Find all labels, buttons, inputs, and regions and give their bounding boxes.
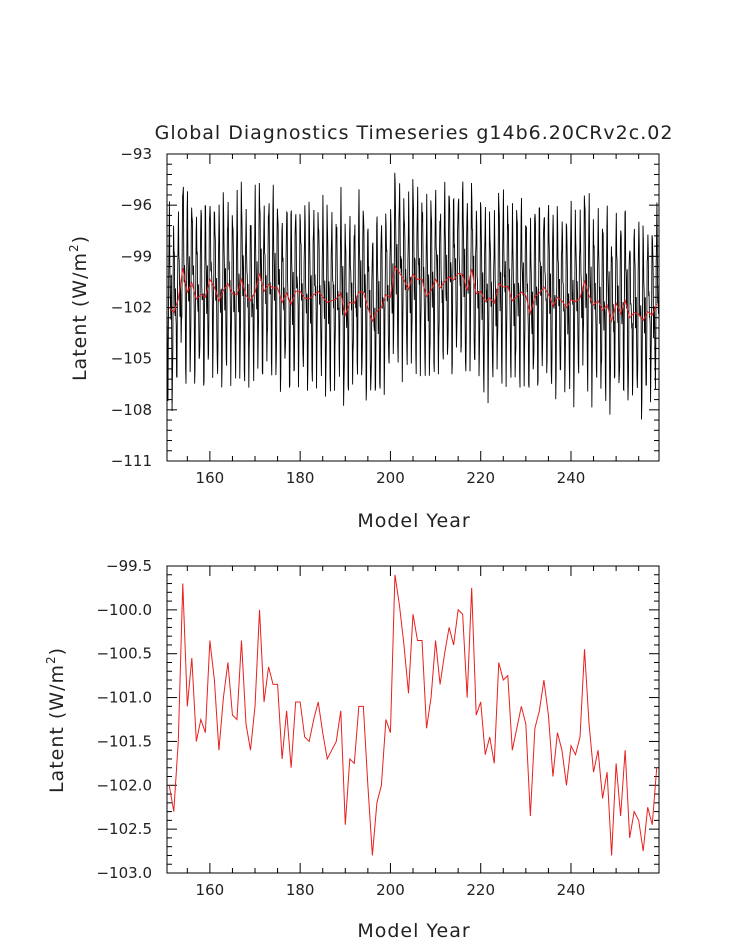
top-plot-area: 160 180 200 220 240 −111 −108 −105 −102 −99 −96 −93 [111, 145, 659, 487]
bottom-x-tick-label: 240 [557, 881, 586, 899]
top-y-axis-label: Latent (W/m2) [67, 235, 91, 381]
bottom-y-tick-label: −100.0 [96, 601, 152, 619]
top-panel: Global Diagnostics Timeseries g14b6.20CR… [67, 122, 674, 532]
bottom-y-tick-label: −103.0 [96, 864, 152, 882]
top-y-tick-label: −102 [111, 299, 152, 317]
top-y-tick-label: −99 [120, 247, 152, 265]
bottom-y-tick-label: −100.5 [96, 645, 152, 663]
bottom-y-label-main: Latent (W/m [46, 664, 68, 793]
bottom-x-tick-label: 220 [466, 881, 495, 899]
bottom-x-tick-label: 180 [286, 881, 315, 899]
bottom-y-tick-label: −102.0 [96, 776, 152, 794]
top-plot-frame [166, 153, 660, 462]
bottom-plot-frame [166, 565, 660, 874]
top-x-tick-label: 180 [286, 469, 315, 487]
top-series-monthly [167, 172, 659, 420]
bottom-y-label-tail: ) [46, 647, 68, 655]
bottom-x-tick-label: 200 [376, 881, 405, 899]
bottom-series-annual-mean [168, 574, 658, 856]
bottom-plot-area: 160 180 200 220 240 −103.0 −102.5 −102.0 −101.5 −… [96, 557, 659, 899]
top-series-annual-mean [168, 265, 658, 324]
top-y-tick-label: −111 [111, 452, 152, 470]
bottom-y-tick-label: −101.5 [96, 732, 152, 750]
top-y-label-tail: ) [69, 235, 91, 243]
bottom-y-tick-label: −102.5 [96, 820, 152, 838]
top-y-tick-label: −93 [120, 145, 152, 163]
bottom-y-tick-label: −101.0 [96, 689, 152, 707]
bottom-y-axis-label: Latent (W/m2) [44, 647, 68, 793]
top-chart-title: Global Diagnostics Timeseries g14b6.20CR… [155, 122, 674, 144]
bottom-y-label-sup: 2 [44, 655, 58, 664]
top-x-tick-label: 160 [196, 469, 225, 487]
top-x-tick-label: 220 [466, 469, 495, 487]
top-x-tick-label: 200 [376, 469, 405, 487]
top-y-label-sup: 2 [67, 243, 81, 252]
top-x-tick-label: 240 [557, 469, 586, 487]
bottom-panel: 160 180 200 220 240 −103.0 −102.5 −102.0 −101.5 −… [44, 557, 660, 942]
top-y-label-main: Latent (W/m [69, 252, 91, 381]
bottom-x-tick-label: 160 [196, 881, 225, 899]
bottom-y-tick-label: −99.5 [106, 557, 152, 575]
top-x-axis-label: Model Year [357, 510, 470, 532]
top-y-tick-label: −105 [111, 350, 152, 368]
bottom-x-axis-label: Model Year [357, 920, 470, 942]
top-y-tick-label: −108 [111, 401, 152, 419]
top-y-tick-label: −96 [120, 196, 152, 214]
